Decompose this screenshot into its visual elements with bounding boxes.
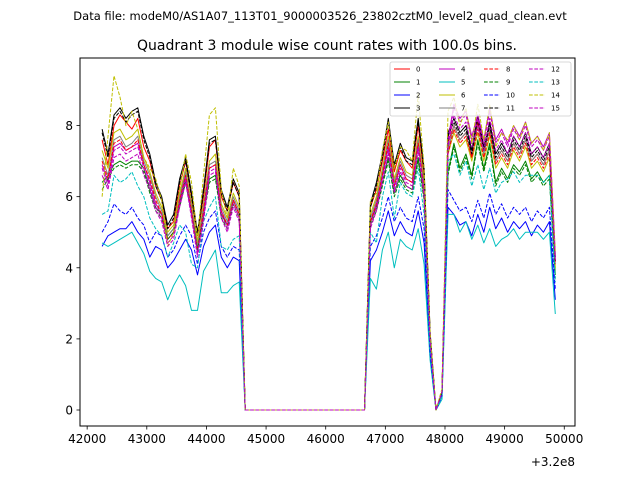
legend-label-9: 9: [506, 79, 510, 87]
legend-label-4: 4: [461, 66, 466, 74]
chart-suptitle: Data file: modeM0/AS1A07_113T01_90000035…: [73, 9, 567, 23]
y-tick-label: 4: [65, 261, 73, 275]
x-tick-label: 48000: [426, 432, 464, 446]
chart-title: Quadrant 3 module wise count rates with …: [137, 38, 517, 54]
legend-box: [389, 61, 572, 117]
legend-label-1: 1: [416, 79, 420, 87]
legend-label-5: 5: [461, 79, 465, 87]
legend-label-12: 12: [551, 66, 560, 74]
plot-area: [79, 57, 576, 427]
legend-label-7: 7: [461, 105, 465, 113]
x-tick-label: 43000: [128, 432, 166, 446]
series-line-15: [101, 114, 556, 411]
legend-label-8: 8: [506, 66, 510, 74]
x-tick-label: 49000: [486, 432, 524, 446]
x-tick-label: 44000: [187, 432, 225, 446]
x-tick-label: 46000: [307, 432, 345, 446]
plot-border: [79, 57, 576, 427]
y-axis: 0 2 4 6 8: [65, 119, 80, 418]
x-axis: 42000 43000 44000 45000 46000 47000 48000 49000…: [68, 426, 583, 446]
y-tick-label: 0: [65, 404, 73, 418]
legend-label-10: 10: [506, 92, 515, 100]
legend-label-6: 6: [461, 92, 466, 100]
legend-label-0: 0: [416, 66, 420, 74]
y-tick-label: 2: [65, 332, 73, 346]
legend-label-15: 15: [551, 105, 560, 113]
series-line-11: [101, 110, 556, 411]
x-tick-label: 45000: [247, 432, 285, 446]
legend-label-13: 13: [551, 79, 560, 87]
y-tick-label: 8: [65, 119, 73, 133]
legend-label-2: 2: [416, 92, 420, 100]
x-tick-label: 47000: [366, 432, 404, 446]
legend-label-3: 3: [416, 105, 420, 113]
legend-label-11: 11: [506, 105, 515, 113]
legend-label-14: 14: [551, 92, 560, 100]
x-axis-offset-label: +3.2e8: [531, 455, 575, 469]
y-tick-label: 6: [65, 190, 73, 204]
plot-frame: [80, 58, 575, 426]
x-tick-label: 42000: [68, 432, 106, 446]
x-tick-label: 50000: [545, 432, 583, 446]
